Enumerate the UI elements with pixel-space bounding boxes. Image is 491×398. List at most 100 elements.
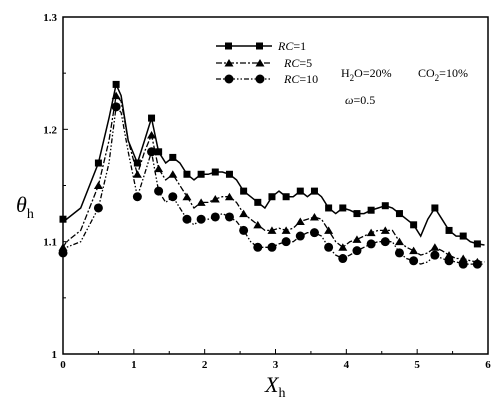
series-1-marker-43 (380, 226, 390, 234)
series-1-marker-50 (430, 243, 440, 251)
series-1-marker-27 (267, 226, 277, 234)
series-0-marker-35 (325, 204, 333, 212)
series-0-marker-45 (395, 210, 403, 218)
series-0-marker-25 (254, 198, 262, 206)
series-0-marker-52 (445, 226, 453, 234)
series-1-marker-29 (281, 226, 291, 234)
series-1-marker-33 (309, 212, 319, 221)
x-axis-title-sub: h (278, 386, 285, 398)
series-1-marker-23 (239, 209, 249, 218)
legend-marker-rc10 (224, 74, 234, 84)
series-2-marker-15 (182, 214, 192, 224)
series-1-marker-54 (458, 254, 468, 263)
series-1-marker-41 (366, 228, 376, 237)
x-tick-label-2: 2 (202, 359, 208, 371)
series-layer (58, 80, 485, 269)
series-0-marker-5 (112, 80, 120, 88)
annotation-co2: CO2=10% (418, 66, 468, 83)
series-0-marker-15 (183, 170, 191, 178)
series-0-marker-56 (473, 240, 481, 248)
series-2-marker-17 (196, 214, 206, 224)
legend-marker-rc1 (225, 42, 232, 50)
series-2-marker-43 (380, 237, 390, 247)
series-2-marker-45 (394, 248, 404, 258)
series-0-marker-47 (410, 221, 418, 229)
series-2-marker-25 (253, 242, 263, 252)
series-0-marker-39 (353, 210, 361, 218)
series-2-marker-3 (93, 203, 103, 213)
series-2-marker-29 (281, 237, 291, 247)
series-1-marker-17 (196, 198, 206, 206)
series-1-marker-19 (210, 194, 220, 203)
x-tick-label-4: 4 (344, 359, 350, 371)
series-0-marker-37 (339, 204, 347, 212)
series-0-marker-31 (296, 187, 304, 195)
series-1-marker-47 (409, 246, 419, 255)
series-1-marker-8 (132, 170, 142, 178)
series-1-marker-45 (394, 237, 404, 246)
series-2-marker-10 (147, 147, 157, 157)
series-2-marker-31 (295, 231, 305, 241)
series-2-marker-50 (430, 250, 440, 260)
legend-label-rc10: RC=10 (283, 72, 318, 86)
series-0-marker-41 (367, 206, 375, 214)
series-2-marker-5 (111, 102, 121, 112)
series-2-marker-39 (352, 246, 362, 256)
series-0-marker-17 (197, 170, 205, 178)
x-tick-label-1: 1 (131, 359, 137, 371)
legend-marker-rc10-end (255, 74, 265, 84)
x-tick-label-0: 0 (60, 359, 66, 371)
series-2-marker-37 (338, 254, 348, 264)
series-0-marker-0 (59, 215, 67, 223)
series-1-marker-35 (324, 226, 334, 234)
series-0-marker-21 (225, 170, 233, 178)
series-2-marker-54 (458, 259, 468, 269)
legend-entry-rc1: RC=1 (216, 39, 306, 53)
series-1-marker-5 (111, 91, 121, 100)
series-0-marker-19 (211, 168, 219, 176)
legend-label-rc1: RC=1 (277, 39, 306, 53)
y-axis-title: θh (16, 192, 34, 222)
series-1-marker-31 (295, 217, 305, 225)
series-0-marker-8 (133, 159, 141, 167)
legend-entry-rc10: RC=10 (216, 72, 318, 86)
y-axis-title-sub: h (27, 207, 34, 222)
series-0-marker-3 (94, 159, 102, 167)
series-1-marker-25 (253, 220, 263, 229)
series-1-marker-52 (444, 251, 454, 259)
series-1-marker-11 (154, 164, 164, 173)
x-axis-title: Xh (264, 372, 285, 398)
x-axis-title-main: X (264, 372, 280, 397)
series-2-marker-47 (409, 256, 419, 266)
series-2-marker-35 (324, 242, 334, 252)
legend-marker-rc5-end (255, 59, 265, 67)
series-2-marker-56 (472, 259, 482, 269)
series-2-marker-52 (444, 256, 454, 266)
series-2-marker-21 (224, 212, 234, 222)
series-1-marker-3 (93, 181, 103, 189)
annotation-omega: ω=0.5 (345, 93, 375, 107)
series-2-marker-11 (154, 186, 164, 196)
axis-ticks: 0 1 2 3 4 5 611.11.21.3 (43, 12, 491, 371)
series-0-marker-13 (169, 153, 177, 161)
series-0-marker-54 (459, 232, 467, 240)
series-2-marker-8 (132, 192, 142, 202)
x-tick-label-5: 5 (414, 359, 420, 371)
series-1-marker-10 (147, 130, 157, 139)
series-0-marker-50 (431, 204, 439, 212)
legend-marker-rc5 (224, 59, 234, 67)
series-0-marker-23 (240, 187, 248, 195)
legend-entry-rc5: RC=5 (216, 56, 312, 70)
series-1-marker-15 (182, 192, 192, 201)
series-2-marker-33 (309, 228, 319, 238)
y-tick-label-0: 1 (52, 349, 58, 361)
series-2-marker-0 (58, 248, 68, 258)
y-tick-label-3: 1.3 (43, 12, 57, 24)
y-tick-label-2: 1.2 (43, 124, 57, 136)
series-0-marker-33 (310, 187, 318, 195)
legend-marker-rc1-end (256, 42, 263, 50)
y-tick-label-1: 1.1 (43, 237, 57, 249)
series-0-marker-11 (155, 148, 163, 156)
series-2-marker-27 (267, 242, 277, 252)
series-line-1 (62, 94, 485, 263)
